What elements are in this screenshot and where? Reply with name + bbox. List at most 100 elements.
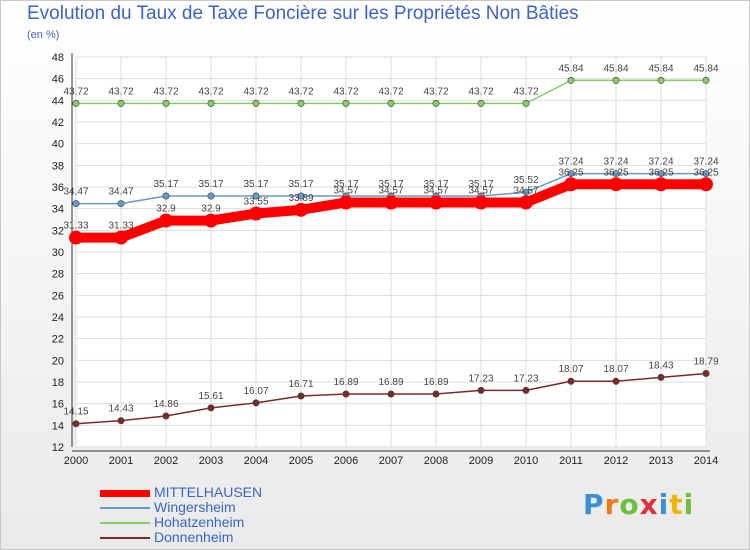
data-point-wingersheim — [657, 170, 665, 178]
data-label: 15.61 — [198, 391, 223, 402]
y-tick-label: 34 — [52, 204, 64, 216]
data-label: 43.72 — [288, 86, 313, 97]
data-label: 33.55 — [243, 197, 268, 208]
legend-label: Donnenheim — [154, 529, 234, 545]
data-labels: 31.33 31.33 32.9 32.9 33.55 33.89 34.57 34.57 34… — [63, 63, 718, 417]
grid — [75, 56, 707, 448]
data-point-donnenheim — [612, 377, 620, 385]
data-label: 16.89 — [333, 377, 358, 388]
data-point-hohatzenheim — [657, 76, 665, 84]
x-tick-label: 2005 — [289, 455, 313, 467]
data-point-hohatzenheim — [612, 76, 620, 84]
data-label: 14.43 — [108, 404, 133, 415]
data-point-donnenheim — [297, 392, 305, 400]
data-point-mittelhausen — [294, 202, 308, 217]
x-tick-label: 2003 — [199, 455, 223, 467]
y-tick-label: 32 — [52, 225, 64, 237]
x-tick-label: 2012 — [604, 455, 628, 467]
data-point-wingersheim — [702, 170, 710, 178]
data-point-mittelhausen — [249, 206, 263, 221]
data-label: 34.47 — [63, 187, 88, 198]
data-point-mittelhausen — [654, 177, 668, 192]
data-point-hohatzenheim — [207, 99, 215, 107]
data-label: 14.15 — [63, 407, 88, 418]
data-point-wingersheim — [252, 192, 260, 200]
data-point-hohatzenheim — [702, 76, 710, 84]
data-point-donnenheim — [432, 390, 440, 398]
legend-label: Wingersheim — [154, 499, 236, 515]
data-point-mittelhausen — [204, 213, 218, 228]
data-point-mittelhausen — [384, 195, 398, 210]
data-point-wingersheim — [567, 170, 575, 178]
data-label: 35.17 — [198, 179, 223, 190]
data-label: 16.89 — [423, 377, 448, 388]
logo-letter: r — [604, 488, 620, 521]
data-point-hohatzenheim — [117, 99, 125, 107]
x-tick-label: 2006 — [334, 455, 358, 467]
data-label: 34.57 — [378, 185, 403, 196]
data-label: 43.72 — [423, 86, 448, 97]
data-point-mittelhausen — [564, 177, 578, 192]
data-label: 16.71 — [288, 379, 313, 390]
data-point-hohatzenheim — [477, 99, 485, 107]
data-label: 37.24 — [693, 157, 718, 168]
data-label: 34.47 — [108, 187, 133, 198]
data-label: 43.72 — [108, 86, 133, 97]
data-label: 43.72 — [153, 86, 178, 97]
y-tick-label: 28 — [52, 269, 64, 281]
data-point-mittelhausen — [159, 213, 173, 228]
data-label: 31.33 — [63, 221, 88, 232]
x-tick-label: 2011 — [559, 455, 583, 467]
data-label: 35.17 — [423, 179, 448, 190]
data-label: 33.89 — [288, 193, 313, 204]
data-label: 34.57 — [333, 185, 358, 196]
data-point-hohatzenheim — [297, 99, 305, 107]
data-point-hohatzenheim — [387, 99, 395, 107]
y-tick-label: 18 — [52, 377, 64, 389]
y-tick-label: 42 — [52, 117, 64, 129]
data-point-mittelhausen — [114, 230, 128, 245]
data-point-mittelhausen — [474, 195, 488, 210]
data-label: 45.84 — [648, 63, 673, 74]
legend-swatch — [100, 490, 150, 497]
logo-letter: t — [669, 488, 684, 521]
x-tick-label: 2013 — [649, 455, 673, 467]
data-point-wingersheim — [612, 170, 620, 178]
data-point-donnenheim — [522, 386, 530, 394]
data-point-mittelhausen — [339, 195, 353, 210]
logo-letter: P — [583, 488, 605, 521]
data-point-hohatzenheim — [342, 99, 350, 107]
data-point-hohatzenheim — [432, 99, 440, 107]
data-point-donnenheim — [117, 417, 125, 425]
data-label: 35.17 — [153, 179, 178, 190]
data-label: 31.33 — [108, 221, 133, 232]
y-tick-label: 16 — [52, 399, 64, 411]
data-label: 18.43 — [648, 360, 673, 371]
data-point-wingersheim — [72, 200, 80, 208]
legend-swatch — [100, 522, 150, 524]
legend-swatch — [100, 537, 150, 539]
data-label: 37.24 — [558, 157, 583, 168]
y-tick-label: 36 — [52, 182, 64, 194]
y-tick-label: 48 — [52, 52, 64, 64]
series-lines — [69, 76, 713, 428]
data-point-donnenheim — [567, 377, 575, 385]
y-tick-label: 30 — [52, 247, 64, 259]
data-point-wingersheim — [522, 188, 530, 196]
y-tick-label: 12 — [52, 442, 64, 454]
data-point-mittelhausen — [609, 177, 623, 192]
data-point-donnenheim — [72, 420, 80, 428]
x-tick-label: 2009 — [469, 455, 493, 467]
chart-title: Evolution du Taux de Taxe Foncière sur l… — [27, 3, 579, 24]
data-point-hohatzenheim — [567, 76, 575, 84]
logo-letter: i — [683, 488, 695, 521]
data-label: 35.17 — [243, 179, 268, 190]
x-tick-label: 2014 — [694, 455, 718, 467]
data-label: 16.07 — [243, 386, 268, 397]
data-point-mittelhausen — [69, 230, 83, 245]
data-label: 32.9 — [156, 204, 176, 215]
data-point-donnenheim — [477, 386, 485, 394]
y-tick-label: 20 — [52, 355, 64, 367]
data-label: 45.84 — [558, 63, 583, 74]
x-tick-label: 2001 — [109, 455, 133, 467]
